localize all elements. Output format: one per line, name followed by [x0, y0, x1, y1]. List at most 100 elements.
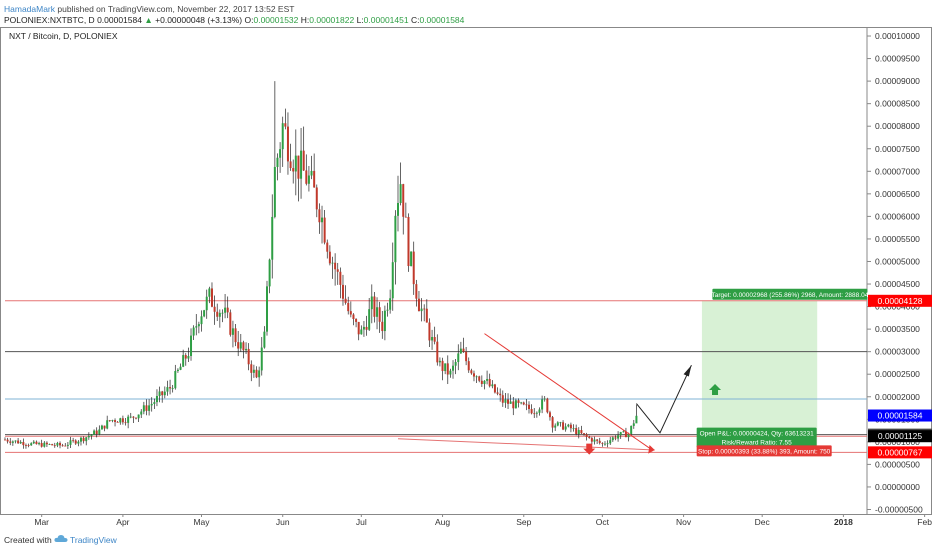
candle-down [250, 364, 253, 373]
candle-down [103, 425, 106, 429]
y-tick-label: 0.00005000 [875, 256, 920, 266]
tradingview-brand: TradingView [70, 535, 117, 545]
candle-up [258, 370, 261, 378]
descending-trendline[interactable] [484, 333, 653, 451]
candle-down [598, 440, 601, 443]
candle-down [462, 348, 465, 352]
candle-up [452, 365, 455, 371]
candle-up [438, 360, 441, 363]
candle-up [541, 399, 544, 410]
x-tick-label: May [193, 517, 210, 527]
candle-down [588, 436, 591, 439]
candle-up [195, 326, 198, 328]
candle-down [51, 444, 54, 446]
candle-up [543, 398, 546, 400]
candle-up [208, 288, 211, 297]
y-tick-label: 0.00008500 [875, 99, 920, 109]
y-tick-label: 0.00000500 [875, 459, 920, 469]
candle-down [569, 424, 572, 429]
candle-down [415, 284, 418, 299]
x-tick-label: Feb [917, 517, 932, 527]
candle-up [310, 170, 313, 176]
candle-down [480, 380, 483, 384]
candle-up [263, 331, 266, 348]
author-link[interactable]: HamadaMark [4, 4, 56, 14]
candle-up [294, 155, 297, 172]
candle-up [137, 414, 140, 419]
candle-down [247, 348, 250, 365]
y-tick-label: 0.00004500 [875, 279, 920, 289]
candle-up [100, 425, 103, 430]
candle-up [268, 259, 271, 287]
published-text: published on TradingView.com, November 2… [57, 4, 295, 14]
candle-up [431, 337, 434, 341]
y-tick-label: 0.00010000 [875, 31, 920, 41]
candle-down [53, 445, 56, 447]
x-tick-label: Sep [516, 517, 531, 527]
open-pnl-label-text: Open P&L: 0.00000424, Qty: 63613231 [700, 431, 815, 438]
target-zone[interactable] [701, 300, 818, 435]
candle-up [93, 430, 96, 435]
x-tick-label: 2018 [834, 517, 853, 527]
candle-up [617, 435, 620, 439]
candle-up [420, 308, 423, 312]
candle-up [90, 434, 93, 436]
y-tick-label: 0.00002500 [875, 369, 920, 379]
candle-up [106, 420, 109, 429]
projection-path[interactable] [636, 364, 692, 434]
price-label-box [868, 409, 932, 422]
support-diagonal-line[interactable] [397, 438, 655, 451]
close-label: C: [410, 15, 420, 25]
price-chart[interactable]: NXT / Bitcoin, D, POLONIEX 0.00010000 0.00… [0, 27, 932, 529]
tradingview-logo[interactable]: TradingView [54, 532, 120, 546]
chart-header: HamadaMark published on TradingView.com,… [0, 0, 932, 28]
candle-down [357, 321, 360, 335]
candle-up [632, 423, 635, 426]
candle-down [132, 416, 135, 418]
candle-down [470, 370, 473, 374]
candle-up [635, 415, 638, 424]
candle-down [355, 319, 358, 322]
candle-down [292, 168, 295, 172]
candle-up [535, 412, 538, 414]
candle-up [11, 441, 14, 443]
candle-down [72, 440, 75, 442]
open-pnl-label-box [696, 427, 817, 448]
candle-up [483, 380, 486, 384]
candle-down [326, 242, 329, 252]
candle-down [284, 123, 287, 127]
candle-up [190, 335, 193, 357]
x-tick-label: Jun [276, 517, 290, 527]
candle-down [499, 393, 502, 396]
candle-down [315, 187, 318, 210]
close-value: 0.00001584 [419, 15, 465, 25]
candle-down [61, 445, 64, 447]
candle-up [200, 316, 203, 325]
candles [4, 81, 638, 450]
tradingview-cloud-icon [54, 535, 68, 542]
candle-up [66, 444, 69, 446]
candle-up [627, 433, 630, 438]
candle-down [234, 328, 237, 343]
low-value: 0.00001451 [363, 15, 409, 25]
up-triangle-icon: ▲ [144, 15, 153, 25]
candle-up [197, 324, 200, 327]
candle-up [486, 378, 489, 381]
price-label-box [868, 294, 932, 307]
y-tick-label: 0.00002000 [875, 392, 920, 402]
candle-down [423, 308, 426, 310]
candle-down [40, 443, 43, 447]
candle-down [124, 422, 127, 424]
candle-down [472, 373, 475, 377]
candle-up [218, 312, 221, 317]
candle-up [376, 307, 379, 317]
candle-down [580, 430, 583, 434]
candle-up [321, 217, 324, 223]
candle-down [114, 420, 117, 422]
candle-down [465, 351, 468, 362]
candle-down [229, 312, 232, 335]
candle-up [564, 426, 567, 430]
candle-up [554, 425, 557, 428]
candle-down [64, 445, 67, 447]
candle-down [425, 308, 428, 323]
